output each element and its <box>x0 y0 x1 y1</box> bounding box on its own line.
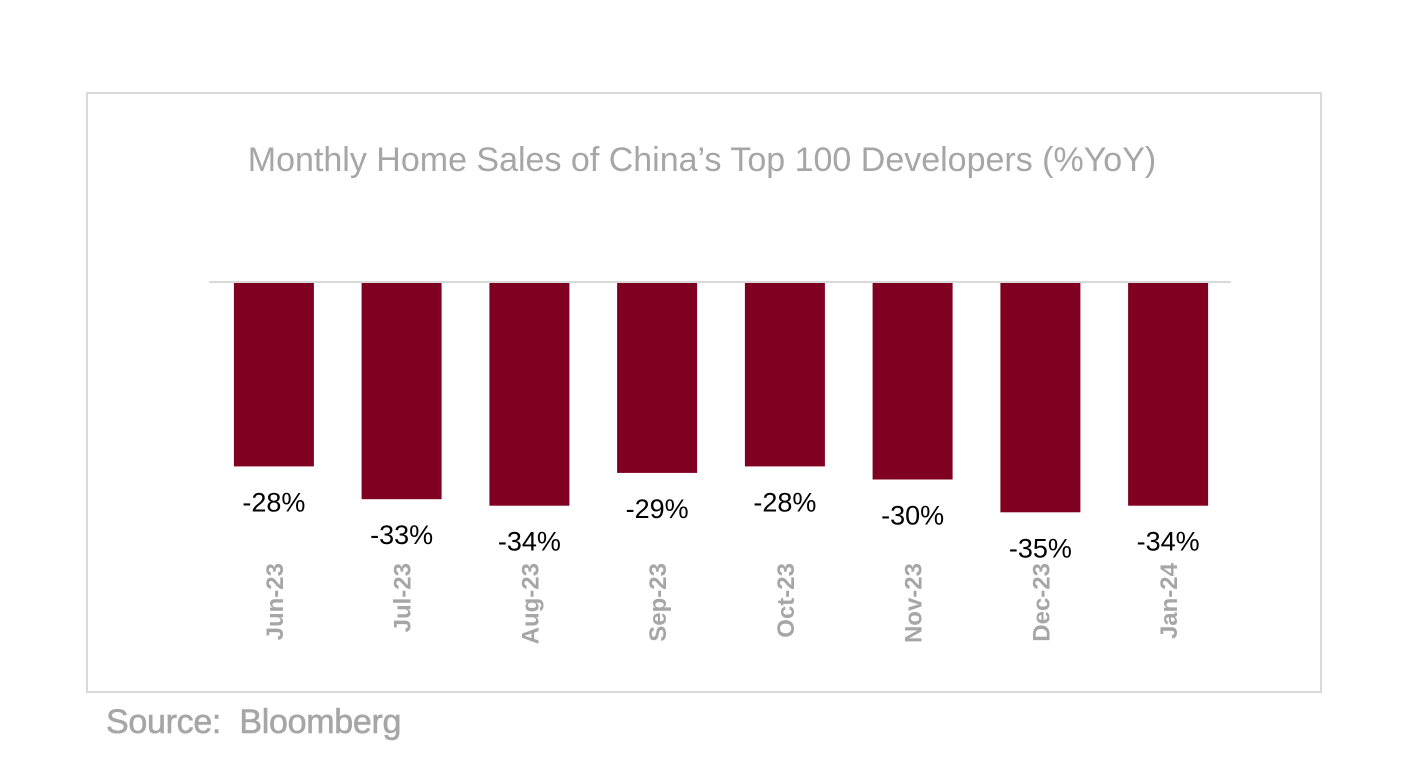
data-label-jan-24: -34% <box>1137 527 1200 557</box>
bar-aug-23 <box>489 283 570 506</box>
x-tick-label-sep-23: Sep-23 <box>645 563 672 642</box>
bar-oct-23 <box>744 283 825 467</box>
data-label-jul-23: -33% <box>370 520 433 550</box>
x-tick-label-dec-23: Dec-23 <box>1028 563 1055 642</box>
x-tick-label-oct-23: Oct-23 <box>773 563 800 638</box>
bar-nov-23 <box>872 283 953 480</box>
bar-jul-23 <box>361 283 442 500</box>
data-label-oct-23: -28% <box>753 487 816 517</box>
bars <box>233 283 1209 513</box>
bar-dec-23 <box>1000 283 1081 513</box>
x-tick-label-jul-23: Jul-23 <box>390 563 417 632</box>
data-label-dec-23: -35% <box>1009 533 1072 563</box>
x-tick-label-jun-23: Jun-23 <box>262 563 289 640</box>
data-label-aug-23: -34% <box>498 527 561 557</box>
bar-jan-24 <box>1128 283 1209 506</box>
chart-title: Monthly Home Sales of China’s Top 100 De… <box>248 141 1156 179</box>
source-note: Source: Bloomberg <box>106 703 402 742</box>
x-tick-label-aug-23: Aug-23 <box>517 563 544 644</box>
bar-jun-23 <box>233 283 314 467</box>
data-label-sep-23: -29% <box>626 494 689 524</box>
x-tick-labels: Jun-23 Jul-23 Aug-23 Sep-23 Oct-23 Nov-23 Dec-… <box>262 562 1183 644</box>
bar-sep-23 <box>617 283 698 473</box>
x-tick-label-jan-24: Jan-24 <box>1156 562 1183 639</box>
data-label-jun-23: -28% <box>242 487 305 517</box>
data-labels: -28% -33% -34% -29% -28% -30% -35% -34% <box>242 487 1199 563</box>
x-tick-label-nov-23: Nov-23 <box>901 563 928 643</box>
data-label-nov-23: -30% <box>881 501 944 531</box>
